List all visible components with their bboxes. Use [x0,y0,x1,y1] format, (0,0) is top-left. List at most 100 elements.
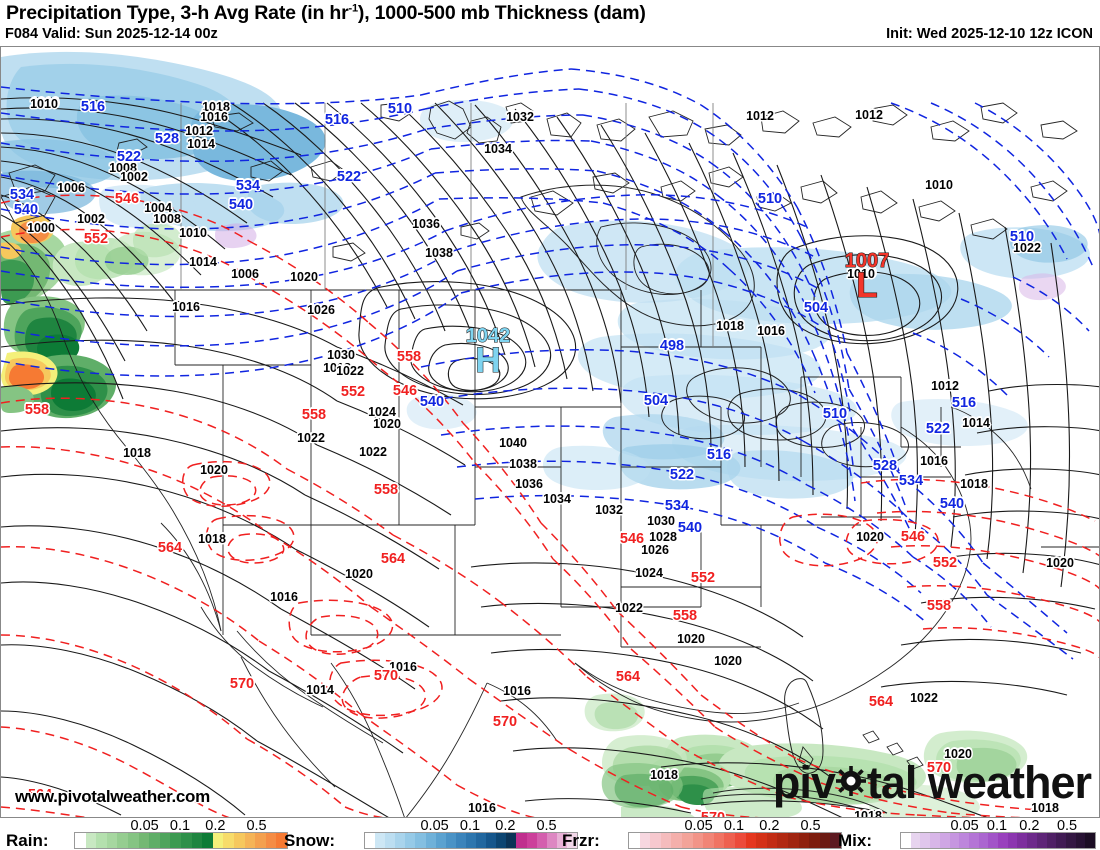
pivotal-weather-watermark: piv [773,755,1092,809]
mslp-contour-label: 1012 [855,107,883,122]
mslp-contour-label: 1020 [200,462,228,477]
thickness-contour-label: 570 [926,759,952,776]
legend-swatch [920,833,931,848]
legend-swatch [660,833,672,848]
legend-swatch [798,833,810,848]
legend-label-snow: Snow: [284,831,335,850]
thickness-contour-label: 546 [392,382,418,399]
thickness-contour-label: 570 [492,713,518,730]
legend-swatch [106,833,118,848]
legend-swatch [223,833,234,848]
legend-colorbar-frzr[interactable] [628,832,842,849]
legend-swatch [476,833,487,848]
legend-swatch [127,833,139,848]
mslp-contour-label: 1002 [120,169,148,184]
page-title-main: Precipitation Type, 3-h Avg Rate (in hr [6,2,349,24]
legend-swatch [968,833,979,848]
mslp-contour-label: 1012 [185,123,213,138]
mslp-contour-label: 1018 [716,318,744,333]
header: Precipitation Type, 3-h Avg Rate (in hr-… [0,0,1100,46]
legend-swatch [713,833,725,848]
mslp-contour-label: 1034 [543,491,571,506]
mslp-contour-label: 1018 [1031,800,1059,815]
legend-tick-label: 0.05 [684,818,713,834]
legend-swatch [777,833,788,848]
legend-swatch [978,833,989,848]
mslp-contour-label: 1016 [389,659,417,674]
map-canvas[interactable]: 1010 1018 1012 1014 1016 1032 1034 1012 1010 1008… [0,46,1100,818]
thickness-contour-label: 516 [80,98,106,115]
legend-swatch [639,833,651,848]
mslp-contour-label: 1022 [336,363,364,378]
gear-icon [835,755,866,796]
legend-swatch [159,833,171,848]
mslp-contour-label: 1022 [615,600,643,615]
legend-swatch [1046,833,1057,848]
legend-swatch [756,833,767,848]
legend-swatch [365,833,376,848]
thickness-contour-label: 498 [659,337,685,354]
mslp-contour-label: 1016 [468,800,496,815]
thickness-contour-label: 528 [154,130,180,147]
thickness-contour-label: 534 [235,177,261,194]
legend-swatch [496,833,507,848]
legend-swatch [191,833,203,848]
legend-swatch [959,833,969,848]
legend-swatch [787,833,799,848]
legend-swatch [536,833,547,848]
mslp-contour-label: 1020 [856,529,884,544]
legend-tick-label: 0.5 [800,818,821,834]
legend-tick-label: 0.2 [495,818,516,834]
thickness-contour-label: 522 [669,466,695,483]
legend-swatch [385,833,396,848]
mslp-contour-label: 1020 [345,566,373,581]
legend-label-mix: Mix: [838,831,872,850]
thickness-contour-label: 558 [396,348,422,365]
page-title: Precipitation Type, 3-h Avg Rate (in hr-… [6,2,646,25]
mslp-contour-label: 1020 [714,653,742,668]
legend-swatch [202,833,213,848]
thickness-contour-label: 564 [380,550,406,567]
precip-mix-shading [215,223,1066,301]
mslp-contour-label: 1018 [650,767,678,782]
legend-swatch [629,833,640,848]
legend-swatch [170,833,181,848]
legend-colorbar-mix[interactable] [900,832,1096,849]
mslp-contour-label: 1030 [327,347,355,362]
thickness-contour-label: 516 [324,111,350,128]
legend-swatch [930,833,940,848]
mslp-contour-label: 1038 [509,456,537,471]
mslp-contour-label: 1010 [925,177,953,192]
legend-colorbar-snow[interactable] [364,832,578,849]
thickness-contour-label: 522 [336,168,362,185]
legend-swatch [180,833,192,848]
legend-swatch [745,833,757,848]
mslp-contour-label: 1020 [944,746,972,761]
mslp-contour-label: 1002 [77,211,105,226]
mslp-contour-label: 1022 [297,430,325,445]
thickness-contour-label: 564 [615,668,641,685]
thickness-contour-label: 552 [83,230,109,247]
legend-swatch [75,833,86,848]
mslp-contour-label: 1018 [960,476,988,491]
legend-swatch [425,833,436,848]
legend-swatch [265,833,277,848]
legend-swatch [276,833,287,848]
legend-tick-label: 0.1 [723,818,745,834]
mslp-contour-label: 1020 [373,416,401,431]
legend-colorbar-rain[interactable] [74,832,288,849]
legend-tick-label: 0.2 [759,818,780,834]
mslp-contour-label: 1014 [187,136,215,151]
thickness-contour-label: 516 [951,394,977,411]
mslp-contour-label: 1018 [198,531,226,546]
legend-swatch [1017,833,1028,848]
legend-tick-label: 0.1 [169,818,191,834]
thickness-contour-label: 564 [27,786,53,803]
legend-swatch [692,833,704,848]
legend-swatch [117,833,128,848]
thickness-contour-label: 522 [116,148,142,165]
legend-swatch [988,833,999,848]
mslp-contour-label: 1030 [647,513,675,528]
thickness-contour-label: 540 [13,201,39,218]
mslp-contour-label: 1006 [231,266,259,281]
